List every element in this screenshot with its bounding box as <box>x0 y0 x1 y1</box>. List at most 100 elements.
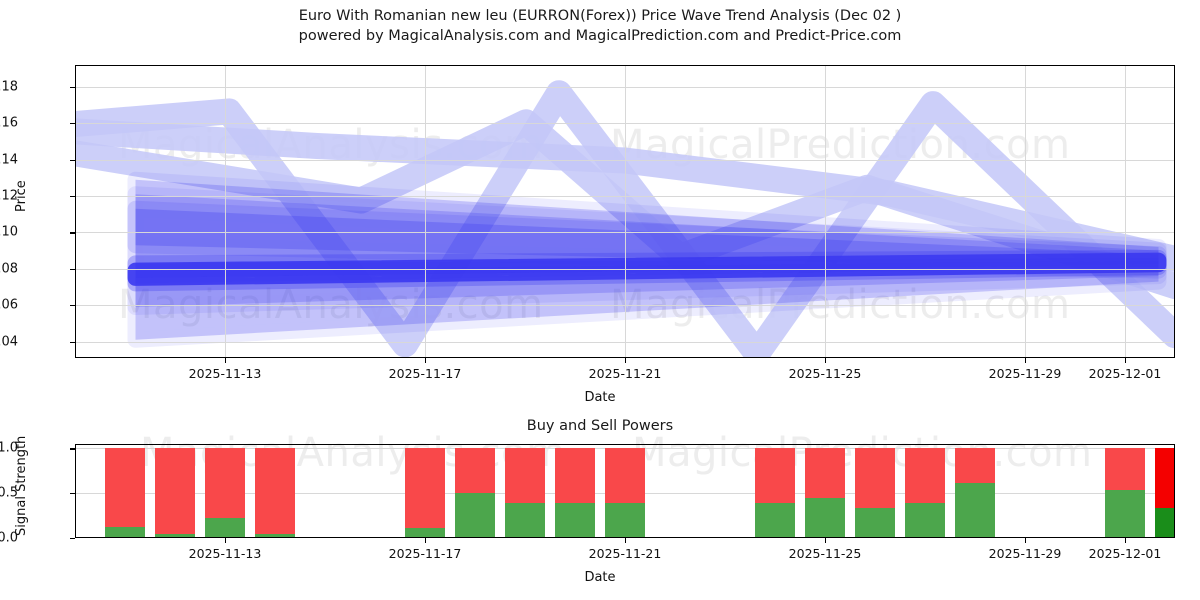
sell-power-segment <box>105 448 145 528</box>
price-y-tick-mark <box>70 86 75 89</box>
buy-power-segment <box>605 503 645 538</box>
price-x-tick-mark <box>825 358 827 363</box>
buy-power-segment <box>155 533 195 538</box>
sell-power-segment <box>205 448 245 519</box>
price-gridline-v <box>1125 65 1126 358</box>
price-y-tick-label: 5.04 <box>0 334 18 350</box>
sell-power-segment <box>505 448 545 504</box>
buy-power-segment <box>1105 489 1145 538</box>
signal-x-tick-label: 2025-11-25 <box>788 546 862 561</box>
signal-x-tick-label: 2025-11-21 <box>588 546 662 561</box>
buy-power-segment <box>555 503 595 538</box>
price-x-tick-label: 2025-11-25 <box>788 366 862 381</box>
price-y-tick-mark <box>70 341 75 343</box>
price-x-tick-mark <box>425 358 427 363</box>
signal-panel-title: Buy and Sell Powers <box>526 418 674 434</box>
signal-bar[interactable] <box>905 444 945 538</box>
buy-power-segment <box>1155 508 1175 538</box>
price-y-tick-mark <box>70 123 75 125</box>
price-x-tick-mark <box>225 358 227 363</box>
signal-bar[interactable] <box>605 444 645 538</box>
sell-power-segment <box>855 448 895 509</box>
price-y-tick-label: 5.12 <box>0 188 18 204</box>
buy-power-segment <box>455 493 495 538</box>
signal-bar[interactable] <box>405 444 445 538</box>
price-y-tick-label: 5.14 <box>0 152 18 168</box>
price-y-tick-mark <box>70 232 75 234</box>
sell-power-segment <box>755 448 795 504</box>
signal-bar[interactable] <box>205 444 245 538</box>
signal-bar[interactable] <box>1105 444 1145 538</box>
signal-plot-area <box>75 444 1175 538</box>
signal-plot-frame <box>75 444 1175 538</box>
price-x-tick-mark <box>1025 358 1027 363</box>
signal-bar[interactable] <box>455 444 495 538</box>
price-wave-path <box>75 80 1175 358</box>
signal-bar[interactable] <box>105 444 145 538</box>
price-wave-bands <box>75 80 1175 358</box>
signal-bar[interactable] <box>555 444 595 538</box>
chart-title-block: Euro With Romanian new leu (EURRON(Forex… <box>0 6 1200 46</box>
buy-power-segment <box>805 497 845 538</box>
sell-power-segment <box>605 448 645 504</box>
title-line-2: powered by MagicalAnalysis.com and Magic… <box>298 28 902 44</box>
signal-bar[interactable] <box>955 444 995 538</box>
signal-y-tick-label: 0.0 <box>0 530 18 546</box>
signal-bar[interactable] <box>155 444 195 538</box>
signal-x-tick-label: 2025-11-29 <box>988 546 1062 561</box>
buy-power-segment <box>205 518 245 538</box>
price-x-tick-label: 2025-11-13 <box>188 366 262 381</box>
price-gridline-v <box>1025 65 1026 358</box>
price-y-tick-label: 5.16 <box>0 115 18 131</box>
signal-x-tick-label: 2025-11-17 <box>388 546 462 561</box>
sell-power-segment <box>405 448 445 529</box>
sell-power-segment <box>255 448 295 534</box>
sell-power-segment <box>1155 448 1175 509</box>
signal-bar[interactable] <box>805 444 845 538</box>
sell-power-segment <box>1105 448 1145 490</box>
signal-x-tick-label: 2025-12-01 <box>1088 546 1162 561</box>
signal-y-tick-mark <box>70 493 75 495</box>
signal-x-tick-mark <box>1025 538 1027 543</box>
signal-bar[interactable] <box>755 444 795 538</box>
signal-bar[interactable] <box>255 444 295 538</box>
signal-x-tick-mark <box>225 538 227 543</box>
buy-power-segment <box>955 483 995 538</box>
price-y-tick-label: 5.08 <box>0 261 18 277</box>
signal-bar[interactable] <box>1155 444 1175 538</box>
signal-bar[interactable] <box>855 444 895 538</box>
signal-y-tick-label: 1.0 <box>0 440 18 456</box>
price-x-tick-label: 2025-12-01 <box>1088 366 1162 381</box>
price-x-tick-label: 2025-11-21 <box>588 366 662 381</box>
signal-x-tick-mark <box>1125 538 1127 543</box>
sell-power-segment <box>455 448 495 494</box>
price-gridline-v <box>825 65 826 358</box>
signal-y-tick-mark <box>70 448 75 450</box>
price-y-tick-label: 5.10 <box>0 224 18 240</box>
buy-power-segment <box>755 503 795 538</box>
price-plot-area <box>75 65 1175 358</box>
price-y-tick-mark <box>70 159 75 161</box>
sell-power-segment <box>155 448 195 534</box>
signal-x-tick-mark <box>825 538 827 543</box>
buy-power-segment <box>105 527 145 538</box>
signal-x-axis-label: Date <box>584 570 616 585</box>
price-y-tick-mark <box>70 305 75 307</box>
price-x-tick-label: 2025-11-29 <box>988 366 1062 381</box>
buy-power-segment <box>905 503 945 538</box>
signal-plot-clip <box>75 444 1175 538</box>
price-x-tick-label: 2025-11-17 <box>388 366 462 381</box>
signal-x-tick-label: 2025-11-13 <box>188 546 262 561</box>
price-y-tick-mark <box>70 196 75 198</box>
price-plot-frame <box>75 65 1175 358</box>
signal-bar[interactable] <box>505 444 545 538</box>
price-x-axis-label: Date <box>584 390 616 405</box>
price-y-tick-mark <box>70 268 75 270</box>
sell-power-segment <box>805 448 845 498</box>
title-line-1: Euro With Romanian new leu (EURRON(Forex… <box>298 8 902 24</box>
signal-y-tick-label: 0.5 <box>0 485 18 501</box>
sell-power-segment <box>955 448 995 484</box>
price-gridline-v <box>425 65 426 358</box>
price-plot-clip <box>75 65 1175 358</box>
